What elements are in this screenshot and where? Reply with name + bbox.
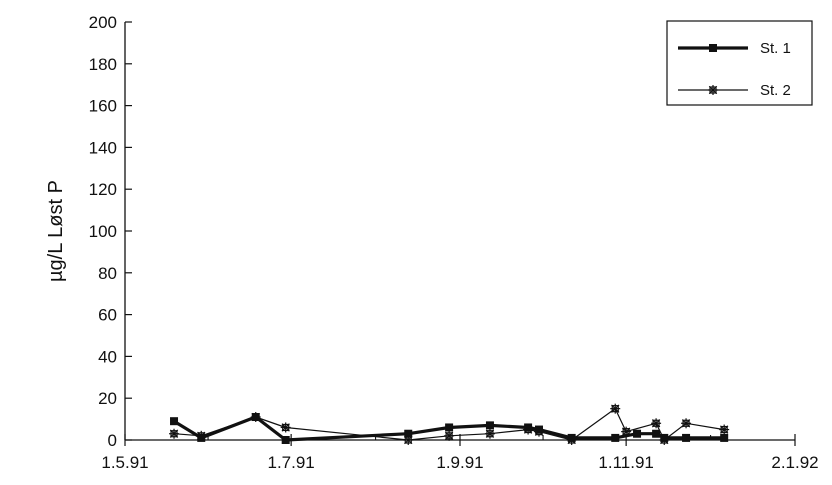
square-marker: [720, 433, 729, 442]
legend-label: St. 1: [760, 40, 791, 57]
asterisk-marker: [621, 426, 632, 437]
asterisk-marker: [566, 435, 577, 445]
asterisk-marker: [169, 428, 180, 439]
asterisk-marker: [484, 428, 495, 439]
legend-box: [666, 20, 813, 106]
x-tick-label: 1.7.91: [268, 453, 315, 472]
series-2: [169, 403, 730, 445]
square-marker: [170, 417, 179, 426]
square-marker: [633, 429, 642, 438]
y-tick-label: 40: [98, 347, 117, 366]
square-marker: [445, 423, 454, 432]
y-tick-label: 160: [89, 97, 117, 116]
asterisk-marker: [533, 426, 544, 437]
y-tick-label: 180: [89, 55, 117, 74]
asterisk-marker: [708, 85, 718, 95]
series-line: [173, 415, 725, 442]
asterisk-marker: [523, 424, 534, 435]
legend-item: St. 1: [678, 40, 791, 57]
asterisk-marker: [659, 435, 670, 445]
asterisk-marker: [444, 430, 455, 441]
y-tick-label: 120: [89, 180, 117, 199]
square-marker: [709, 44, 717, 52]
series-layer: [169, 403, 730, 445]
asterisk-marker: [403, 435, 414, 445]
legend: St. 1 St. 2: [666, 20, 813, 106]
square-marker: [281, 436, 290, 444]
y-tick-label: 200: [89, 13, 117, 32]
y-tick-label: 60: [98, 306, 117, 325]
x-tick-label: 1.9.91: [436, 453, 483, 472]
asterisk-marker: [196, 430, 207, 441]
y-tick-label: 140: [89, 138, 117, 157]
y-tick-label: 100: [89, 222, 117, 241]
x-tick-label: 2.1.92: [771, 453, 818, 472]
x-tick-label: 1.5.91: [101, 453, 148, 472]
asterisk-marker: [280, 422, 291, 433]
series-line: [173, 408, 725, 441]
square-marker: [485, 421, 494, 430]
asterisk-marker: [651, 418, 662, 429]
y-tick-label: 80: [98, 264, 117, 283]
y-tick-label: 20: [98, 389, 117, 408]
square-marker: [652, 429, 661, 438]
square-marker: [611, 433, 620, 442]
square-marker: [404, 429, 413, 438]
asterisk-marker: [681, 418, 692, 429]
asterisk-marker: [250, 412, 261, 423]
asterisk-marker: [719, 424, 730, 435]
y-axis-title: µg/L Løst P: [45, 180, 67, 282]
legend-item: St. 2: [678, 82, 791, 99]
x-tick-label: 1.11.91: [598, 453, 653, 472]
asterisk-marker: [610, 403, 621, 414]
legend-label: St. 2: [760, 82, 791, 99]
square-marker: [682, 433, 691, 442]
x-axis-ticks: 1.5.91 1.7.91 1.9.91 1.11.91 2.1.92: [101, 434, 819, 472]
y-tick-label: 0: [108, 431, 117, 450]
y-axis-ticks: 0 20 40 60 80 100 120 140 160 180 200: [89, 13, 132, 450]
